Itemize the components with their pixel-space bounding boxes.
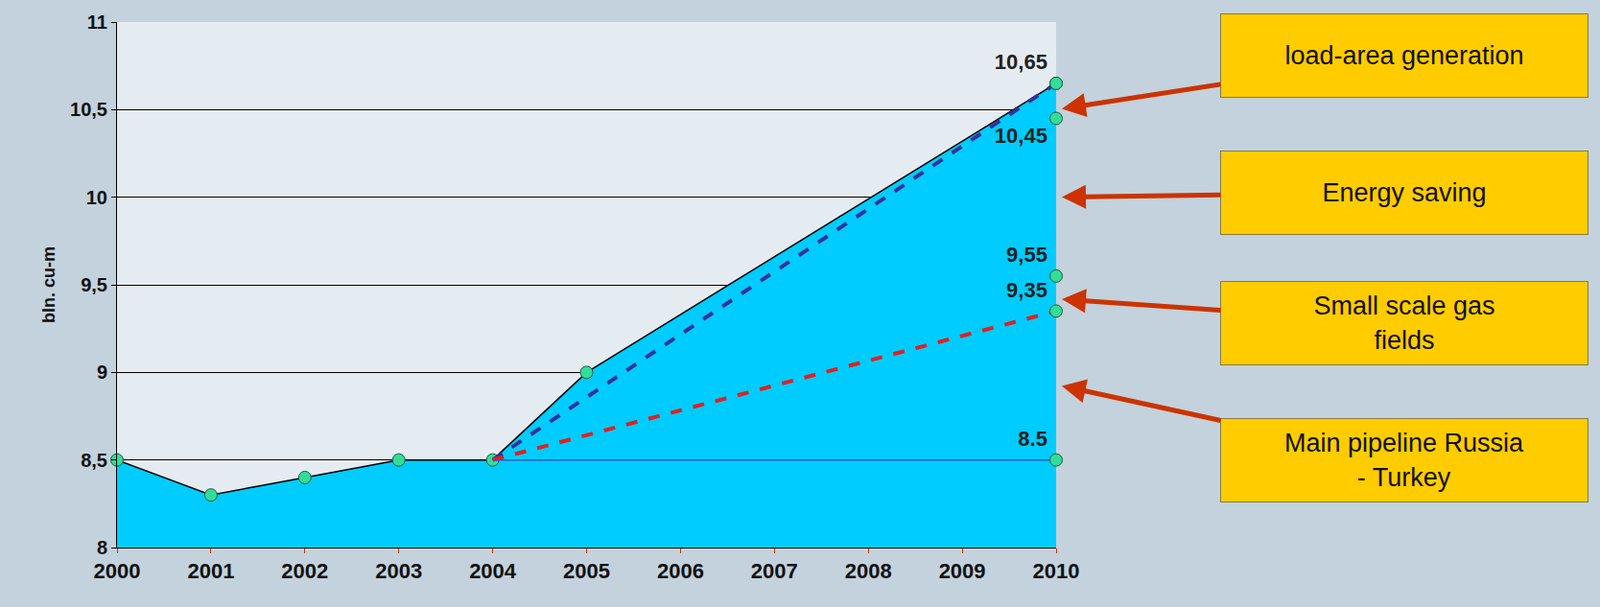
svg-text:2004: 2004 bbox=[469, 559, 518, 584]
svg-text:2007: 2007 bbox=[751, 559, 799, 584]
svg-text:9: 9 bbox=[96, 361, 108, 383]
svg-text:Main pipeline Russia- Turkey: Main pipeline Russia- Turkey bbox=[1284, 428, 1525, 492]
svg-text:2006: 2006 bbox=[657, 559, 705, 584]
svg-text:2008: 2008 bbox=[845, 559, 893, 584]
svg-text:10,5: 10,5 bbox=[70, 98, 108, 120]
svg-text:load-area generation: load-area generation bbox=[1284, 41, 1524, 71]
svg-text:2001: 2001 bbox=[187, 559, 235, 584]
svg-text:2002: 2002 bbox=[281, 559, 329, 584]
svg-text:2000: 2000 bbox=[94, 559, 142, 584]
svg-text:9,35: 9,35 bbox=[1006, 278, 1048, 303]
svg-text:11: 11 bbox=[87, 11, 108, 33]
svg-text:Small scale gasfields: Small scale gasfields bbox=[1313, 291, 1495, 354]
svg-text:2005: 2005 bbox=[563, 559, 611, 584]
svg-text:10: 10 bbox=[86, 187, 108, 209]
svg-text:Energy saving: Energy saving bbox=[1321, 178, 1486, 208]
svg-text:8: 8 bbox=[96, 537, 108, 559]
svg-text:9,55: 9,55 bbox=[1006, 242, 1048, 267]
svg-text:10,45: 10,45 bbox=[994, 123, 1048, 148]
svg-text:2010: 2010 bbox=[1033, 559, 1081, 584]
svg-text:9,5: 9,5 bbox=[80, 274, 108, 296]
svg-text:8.5: 8.5 bbox=[1017, 426, 1048, 451]
svg-text:10,65: 10,65 bbox=[994, 49, 1048, 74]
svg-text:2009: 2009 bbox=[939, 559, 987, 584]
svg-text:2003: 2003 bbox=[375, 559, 423, 584]
svg-text:8,5: 8,5 bbox=[80, 449, 108, 471]
svg-text:bln. cu-m: bln. cu-m bbox=[39, 246, 59, 324]
